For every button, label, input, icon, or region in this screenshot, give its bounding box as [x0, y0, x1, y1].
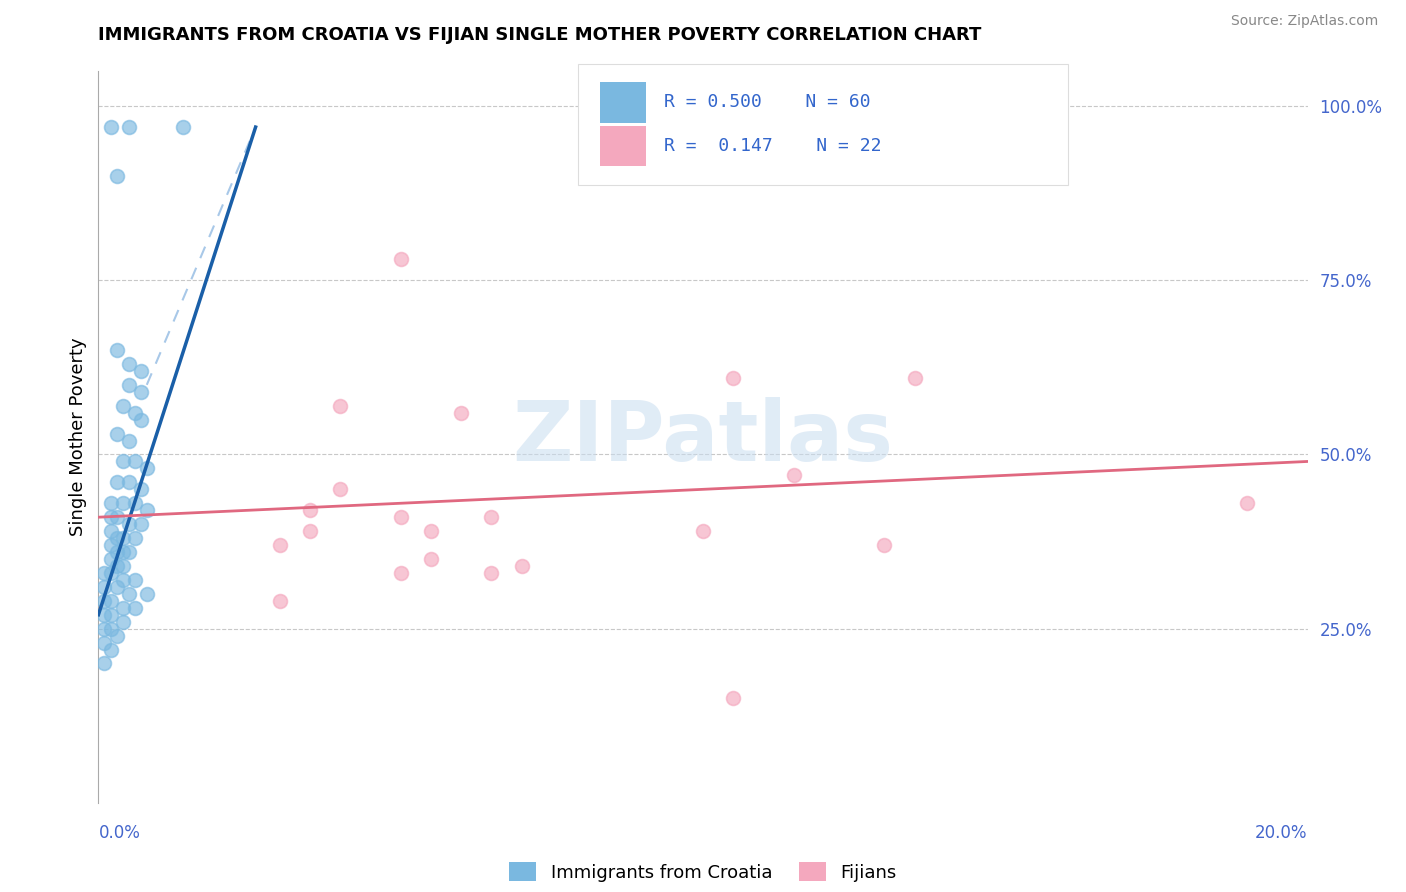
Point: [93, 657, 115, 671]
Point: [135, 587, 157, 601]
Point: [100, 120, 122, 134]
Point: [481, 566, 503, 580]
Point: [269, 594, 291, 608]
Point: [299, 524, 322, 538]
Point: [873, 538, 896, 552]
Point: [510, 558, 533, 573]
Point: [129, 364, 152, 378]
Point: [100, 607, 122, 622]
Point: [100, 642, 122, 657]
Point: [124, 531, 146, 545]
Point: [93, 566, 115, 580]
Point: [100, 566, 122, 580]
Point: [124, 600, 146, 615]
Point: [118, 357, 141, 371]
Point: [783, 468, 806, 483]
Point: [118, 377, 141, 392]
Point: [118, 120, 141, 134]
Point: [723, 371, 745, 385]
Text: 20.0%: 20.0%: [1256, 824, 1308, 842]
Point: [124, 496, 146, 510]
Point: [111, 600, 134, 615]
Point: [111, 454, 134, 468]
Point: [105, 426, 128, 441]
Bar: [600, 82, 647, 122]
Point: [692, 524, 714, 538]
Point: [100, 538, 122, 552]
Point: [111, 531, 134, 545]
Point: [172, 120, 194, 134]
Point: [93, 607, 115, 622]
Point: [389, 252, 412, 267]
Point: [105, 629, 128, 643]
Point: [93, 635, 115, 649]
Text: R = 0.500    N = 60: R = 0.500 N = 60: [664, 94, 870, 112]
Point: [723, 691, 745, 706]
Point: [100, 622, 122, 636]
Point: [118, 545, 141, 559]
Point: [329, 399, 352, 413]
Point: [100, 496, 122, 510]
FancyBboxPatch shape: [578, 64, 1069, 185]
Point: [105, 343, 128, 357]
Point: [111, 496, 134, 510]
Point: [105, 475, 128, 490]
Point: [269, 538, 291, 552]
Point: [105, 558, 128, 573]
Point: [118, 587, 141, 601]
Point: [93, 580, 115, 594]
Point: [420, 524, 443, 538]
Point: [111, 399, 134, 413]
Point: [329, 483, 352, 497]
Text: IMMIGRANTS FROM CROATIA VS FIJIAN SINGLE MOTHER POVERTY CORRELATION CHART: IMMIGRANTS FROM CROATIA VS FIJIAN SINGLE…: [98, 26, 981, 44]
Text: R =  0.147    N = 22: R = 0.147 N = 22: [664, 137, 882, 155]
Point: [118, 475, 141, 490]
Text: Source: ZipAtlas.com: Source: ZipAtlas.com: [1230, 14, 1378, 28]
Point: [118, 434, 141, 448]
Point: [124, 406, 146, 420]
Point: [124, 573, 146, 587]
Point: [389, 510, 412, 524]
Point: [124, 454, 146, 468]
Point: [105, 545, 128, 559]
Point: [100, 552, 122, 566]
Point: [105, 580, 128, 594]
Point: [481, 510, 503, 524]
Point: [93, 594, 115, 608]
Point: [129, 483, 152, 497]
Point: [100, 594, 122, 608]
Point: [111, 558, 134, 573]
Point: [111, 545, 134, 559]
Bar: [600, 126, 647, 167]
Legend: Immigrants from Croatia, Fijians: Immigrants from Croatia, Fijians: [502, 855, 904, 888]
Point: [93, 622, 115, 636]
Point: [105, 531, 128, 545]
Y-axis label: Single Mother Poverty: Single Mother Poverty: [69, 338, 87, 536]
Text: 0.0%: 0.0%: [98, 824, 141, 842]
Point: [111, 615, 134, 629]
Point: [420, 552, 443, 566]
Point: [904, 371, 927, 385]
Point: [129, 384, 152, 399]
Point: [129, 517, 152, 532]
Point: [100, 510, 122, 524]
Point: [105, 169, 128, 183]
Point: [1236, 496, 1258, 510]
Text: ZIPatlas: ZIPatlas: [513, 397, 893, 477]
Point: [135, 503, 157, 517]
Point: [129, 412, 152, 426]
Point: [105, 510, 128, 524]
Point: [118, 517, 141, 532]
Point: [299, 503, 322, 517]
Point: [450, 406, 472, 420]
Point: [111, 573, 134, 587]
Point: [100, 524, 122, 538]
Point: [135, 461, 157, 475]
Point: [389, 566, 412, 580]
